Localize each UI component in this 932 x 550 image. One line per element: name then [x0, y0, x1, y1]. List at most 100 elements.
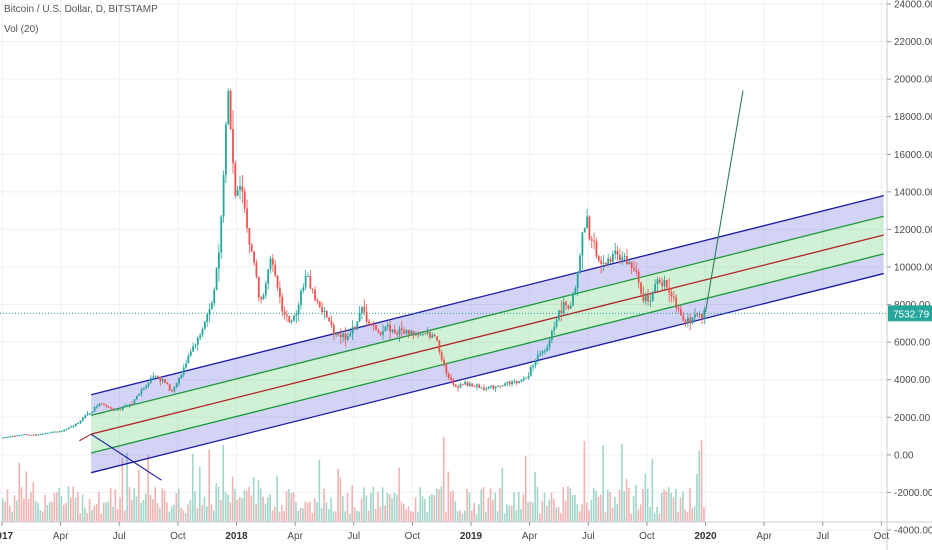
volume-bar: [431, 494, 433, 522]
volume-bar: [485, 512, 487, 522]
current-price-marker: 7532.79: [0, 305, 932, 322]
candle-body: [499, 385, 502, 387]
volume-bar: [365, 495, 368, 522]
projection-line[interactable]: [704, 90, 744, 313]
candle-body: [103, 404, 105, 406]
candle-body: [543, 350, 546, 352]
candle-body: [581, 232, 584, 256]
candle-body: [283, 311, 286, 315]
candle-body: [281, 297, 284, 312]
volume-bar: [332, 511, 335, 522]
volume-bar: [203, 496, 206, 522]
volume-bar: [618, 489, 621, 522]
candle-body: [79, 420, 82, 424]
volume-bar: [264, 503, 267, 522]
volume-bar: [170, 506, 173, 522]
candle-body: [361, 306, 363, 314]
regression-channel[interactable]: [79, 194, 884, 481]
candle-body: [480, 387, 483, 389]
volume-bar: [632, 496, 635, 522]
volume-bar: [297, 511, 300, 522]
volume-bar: [417, 511, 419, 522]
candle-body: [602, 262, 605, 264]
candle-body: [548, 340, 551, 348]
volume-bar: [639, 504, 642, 522]
candle-body: [323, 310, 326, 312]
candle-body: [527, 375, 530, 378]
volume-bar: [245, 490, 248, 522]
time-tick-label: Oct: [405, 531, 421, 542]
time-tick-label: Jul: [113, 531, 126, 542]
candle-body: [422, 333, 424, 335]
trend-projection-line: [704, 90, 744, 313]
candle-body: [39, 433, 42, 435]
candle-body: [82, 417, 84, 421]
volume-bar: [452, 490, 454, 522]
volume-bar: [13, 495, 16, 522]
volume-bar: [372, 486, 375, 522]
volume-bar: [215, 483, 217, 522]
candle-body: [77, 423, 80, 425]
volume-bar: [438, 489, 440, 522]
volume-bar: [426, 512, 429, 522]
price-tick-label: 12000.00: [894, 225, 932, 236]
candle-body: [236, 189, 239, 196]
candle-body: [232, 129, 234, 164]
volume-indicator-label[interactable]: Vol (20): [4, 24, 39, 35]
volume-bar: [187, 504, 189, 522]
volume-bar: [597, 496, 600, 522]
candle-body: [196, 337, 199, 345]
volume-bar: [182, 510, 185, 522]
time-tick-label: Apr: [522, 531, 538, 542]
volume-bar: [599, 494, 602, 522]
candle-body: [525, 377, 528, 379]
candle-body: [271, 258, 274, 265]
volume-bar: [410, 511, 412, 522]
volume-bar: [660, 492, 663, 522]
candle-body: [703, 309, 706, 319]
volume-bar: [445, 512, 447, 522]
candle-body: [138, 393, 141, 396]
candle-body: [351, 326, 354, 334]
candle-body: [105, 404, 108, 407]
candle-body: [25, 434, 28, 436]
candle-body: [583, 228, 586, 233]
channel-lower-boundary: [90, 272, 884, 474]
candle-body: [119, 409, 122, 411]
candle-body: [614, 250, 617, 254]
volume-bar: [412, 512, 414, 522]
volume-bar: [55, 492, 58, 522]
price-axis[interactable]: 24000.00 22000.00 20000.00 18000.00 16000.00…: [886, 0, 932, 550]
candle-body: [11, 435, 14, 437]
volume-bar: [123, 510, 126, 522]
volume-bar: [327, 509, 330, 522]
volume-bar: [98, 491, 100, 522]
candle-body: [98, 403, 101, 407]
volume-bar: [564, 500, 567, 522]
candle-body: [185, 363, 187, 368]
volume-bar: [70, 497, 72, 522]
candle-body: [687, 317, 689, 323]
volume-bar: [602, 445, 604, 522]
candle-body: [220, 216, 223, 253]
volume-bar: [531, 502, 534, 522]
volume-bar: [614, 496, 616, 522]
candle-body: [393, 329, 396, 333]
candle-body: [192, 346, 195, 352]
volume-bar: [299, 507, 302, 522]
volume-bar: [433, 495, 436, 522]
candle-body: [161, 379, 164, 382]
volume-bar: [529, 501, 532, 522]
volume-bar: [374, 509, 377, 522]
candle-body: [328, 317, 331, 322]
candle-body: [239, 186, 241, 190]
volume-bar: [510, 505, 513, 522]
candle-body: [600, 260, 603, 264]
time-axis[interactable]: 2017 Apr Jul Oct 2018 Apr Jul Oct 2019 Apr Jul Oct 2…: [0, 521, 932, 542]
volume-bar: [557, 506, 560, 522]
volume-bar: [184, 513, 187, 522]
candle-body: [189, 351, 192, 356]
candle-body: [131, 404, 134, 406]
candle-body: [110, 407, 112, 409]
